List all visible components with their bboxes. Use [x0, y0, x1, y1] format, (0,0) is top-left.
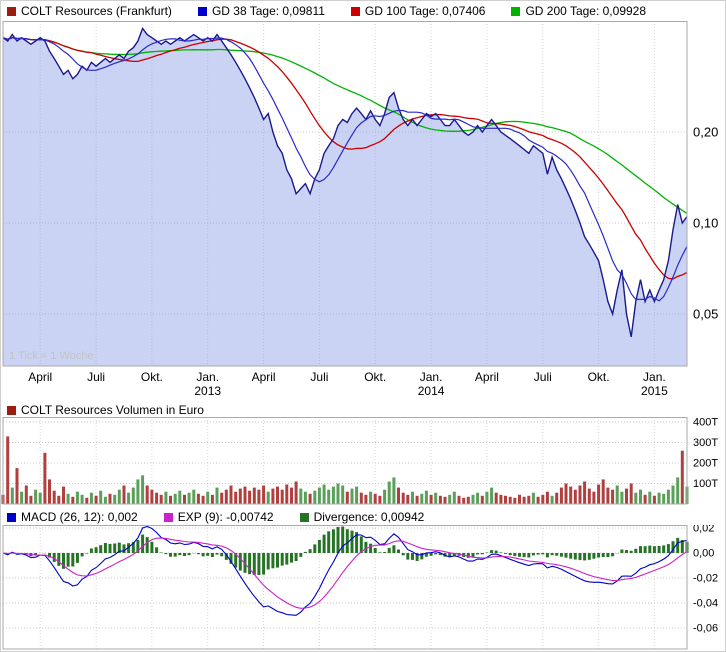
- svg-text:Juli: Juli: [310, 370, 328, 384]
- price-legend: COLT Resources (Frankfurt) GD 38 Tage: 0…: [7, 4, 646, 18]
- svg-text:200T: 200T: [693, 458, 718, 470]
- gd100-swatch-icon: [350, 6, 360, 16]
- svg-text:Okt.: Okt.: [364, 370, 386, 384]
- legend-item-divergence: Divergence: 0,00942: [299, 510, 425, 524]
- svg-text:0,05: 0,05: [693, 307, 718, 322]
- svg-text:100T: 100T: [693, 478, 718, 490]
- svg-text:Jan.: Jan.: [196, 370, 219, 384]
- gd38-label: GD 38 Tage: 0,09811: [211, 4, 325, 18]
- svg-text:April: April: [28, 370, 52, 384]
- svg-text:0,10: 0,10: [693, 216, 718, 231]
- svg-text:Jan.: Jan.: [643, 370, 666, 384]
- svg-text:Okt.: Okt.: [141, 370, 163, 384]
- svg-text:Okt.: Okt.: [588, 370, 610, 384]
- svg-text:April: April: [252, 370, 276, 384]
- svg-text:Jan.: Jan.: [420, 370, 443, 384]
- volume-chart: 400T 300T 200T 100T: [1, 417, 718, 505]
- divergence-label: Divergence: 0,00942: [313, 510, 425, 524]
- svg-text:Juli: Juli: [534, 370, 552, 384]
- svg-text:-0,06: -0,06: [693, 623, 718, 635]
- legend-item-macd: MACD (26, 12): 0,002: [7, 510, 138, 524]
- macd-swatch-icon: [7, 512, 16, 522]
- svg-text:2013: 2013: [194, 384, 221, 398]
- svg-text:0,02: 0,02: [693, 525, 714, 535]
- svg-text:400T: 400T: [693, 417, 718, 429]
- legend-item-volume: COLT Resources Volumen in Euro: [7, 403, 204, 417]
- divergence-swatch-icon: [299, 512, 309, 522]
- exp-swatch-icon: [163, 512, 173, 522]
- legend-item-exp: EXP (9): -0,00742: [163, 510, 274, 524]
- svg-text:Juli: Juli: [87, 370, 105, 384]
- svg-text:-0,02: -0,02: [693, 573, 718, 585]
- svg-text:0,00: 0,00: [693, 548, 714, 560]
- legend-item-price-series: COLT Resources (Frankfurt): [7, 4, 172, 18]
- price-series-label: COLT Resources (Frankfurt): [21, 4, 172, 18]
- svg-text:2015: 2015: [641, 384, 668, 398]
- legend-item-gd100: GD 100 Tage: 0,07406: [350, 4, 486, 18]
- svg-text:April: April: [475, 370, 499, 384]
- gd100-label: GD 100 Tage: 0,07406: [364, 4, 486, 18]
- svg-text:-0,04: -0,04: [693, 598, 718, 610]
- svg-text:2014: 2014: [418, 384, 445, 398]
- price-chart: 0,20 0,10 0,05 1 Tick = 1 Woche April Juli Okt…: [2, 21, 718, 398]
- legend-item-gd38: GD 38 Tage: 0,09811: [197, 4, 325, 18]
- gd200-swatch-icon: [511, 6, 521, 16]
- svg-text:0,20: 0,20: [693, 125, 718, 140]
- volume-label: COLT Resources Volumen in Euro: [21, 403, 204, 417]
- svg-text:300T: 300T: [693, 437, 718, 449]
- macd-legend: MACD (26, 12): 0,002 EXP (9): -0,00742 D…: [7, 510, 424, 524]
- gd200-label: GD 200 Tage: 0,09928: [525, 4, 647, 18]
- price-series-swatch-icon: [7, 6, 16, 16]
- svg-text:1 Tick = 1 Woche: 1 Tick = 1 Woche: [9, 350, 93, 362]
- volume-swatch-icon: [7, 405, 16, 415]
- exp-label: EXP (9): -0,00742: [177, 510, 274, 524]
- gd38-swatch-icon: [197, 6, 207, 16]
- macd-chart: 0,02 0,00 -0,02 -0,04 -0,06: [2, 525, 718, 650]
- volume-legend: COLT Resources Volumen in Euro: [7, 403, 204, 417]
- macd-label: MACD (26, 12): 0,002: [21, 510, 138, 524]
- legend-item-gd200: GD 200 Tage: 0,09928: [511, 4, 646, 18]
